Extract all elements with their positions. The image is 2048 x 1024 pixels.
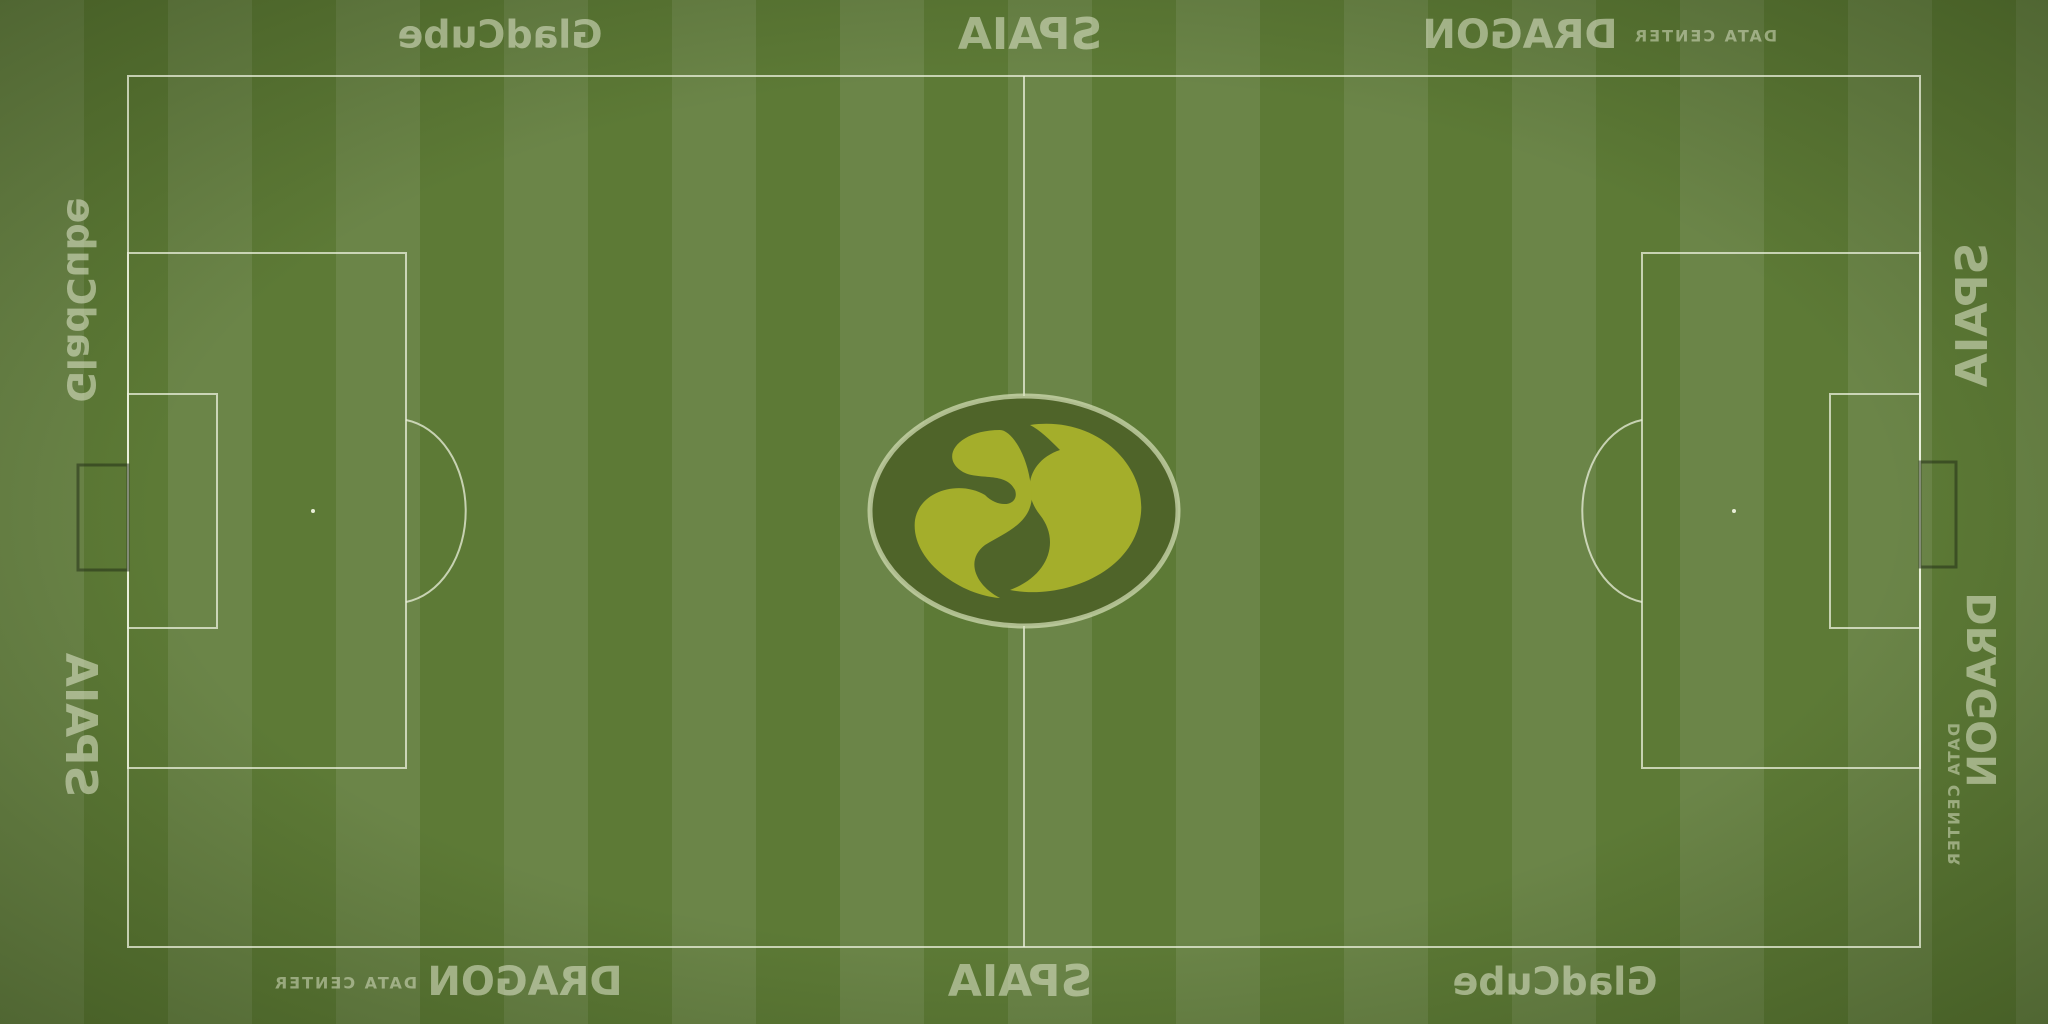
bottom-ads: DRAGON DATA CENTER SPAIA GladCube [273, 956, 1658, 1007]
top-ads: GladCube SPAIA DRAGON DATA CENTER [398, 9, 1778, 60]
ad-text: SPAIA [948, 956, 1092, 1007]
ad-subtext: DATA CENTER [1633, 27, 1777, 46]
penalty-spot [1732, 509, 1736, 513]
goal [76, 463, 130, 572]
ad-subtext: DATA CENTER [273, 974, 417, 993]
goal-box [1829, 393, 1921, 629]
goal [1918, 460, 1958, 569]
right-ads: SPAIA DRAGON DATA CENTER [1945, 243, 2007, 867]
penalty-spot [311, 509, 315, 513]
ad-text: DRAGON [1960, 592, 2006, 787]
penalty-box [127, 252, 407, 769]
penalty-box [1641, 252, 1921, 769]
penalty-arc [1581, 419, 1643, 603]
ad-text: GladCube [59, 198, 103, 403]
goal-box [127, 393, 218, 629]
center-logo [867, 393, 1181, 629]
penalty-arc [405, 419, 467, 603]
ad-text: GladCube [398, 13, 603, 57]
ad-text: DRAGON [1422, 12, 1617, 58]
ad-text: SPAIA [55, 653, 106, 797]
left-ads: GladCube SPAIA [55, 198, 106, 798]
ad-text: DRAGON [427, 959, 622, 1005]
ad-subtext: DATA CENTER [1945, 723, 1964, 867]
ad-text: GladCube [1453, 960, 1658, 1004]
ad-text: SPAIA [958, 9, 1102, 60]
ad-text: SPAIA [1947, 243, 1998, 387]
